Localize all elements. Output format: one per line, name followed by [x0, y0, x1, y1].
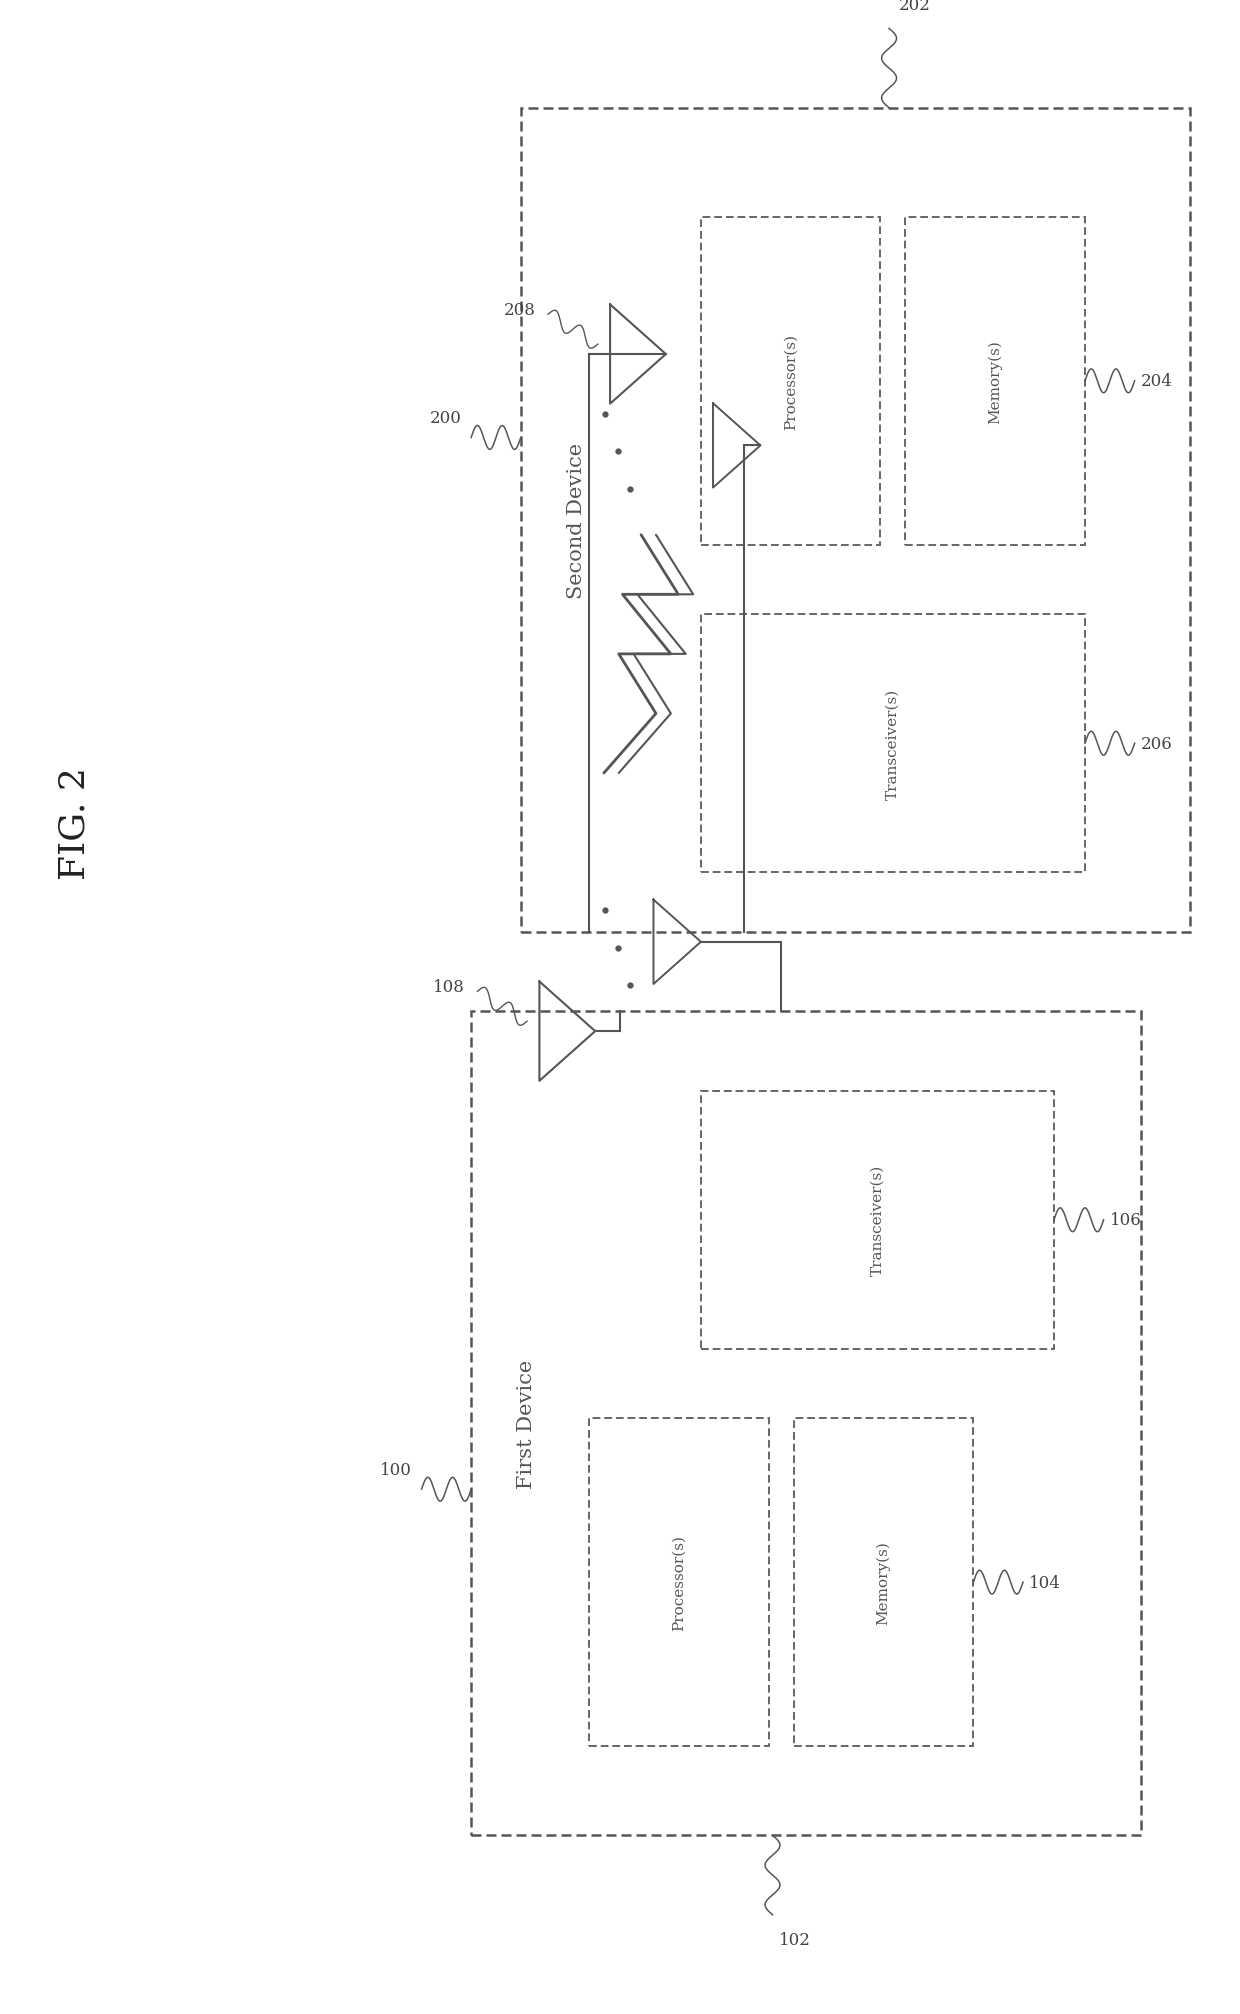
- Text: 206: 206: [1141, 735, 1173, 753]
- Bar: [589, 1418, 769, 1746]
- Text: 102: 102: [779, 1931, 811, 1948]
- Text: 204: 204: [1141, 373, 1173, 391]
- Text: Processor(s): Processor(s): [672, 1535, 686, 1629]
- Bar: [471, 1011, 1141, 1835]
- Text: 208: 208: [503, 302, 536, 318]
- Bar: [701, 614, 1085, 872]
- Text: Second Device: Second Device: [567, 443, 587, 598]
- Text: Memory(s): Memory(s): [877, 1541, 890, 1623]
- Bar: [521, 109, 1190, 932]
- Bar: [701, 218, 880, 546]
- Text: 100: 100: [379, 1460, 412, 1478]
- Text: Memory(s): Memory(s): [988, 340, 1002, 423]
- Text: 104: 104: [1029, 1573, 1061, 1591]
- Text: FIG. 2: FIG. 2: [57, 767, 92, 880]
- Text: Transceiver(s): Transceiver(s): [870, 1164, 884, 1275]
- Text: 108: 108: [433, 979, 465, 995]
- Text: 202: 202: [899, 0, 931, 14]
- Text: 106: 106: [1110, 1212, 1142, 1229]
- Bar: [794, 1418, 973, 1746]
- Bar: [701, 1092, 1054, 1349]
- Text: Transceiver(s): Transceiver(s): [885, 689, 900, 800]
- Text: 200: 200: [429, 411, 461, 427]
- Text: First Device: First Device: [517, 1359, 537, 1488]
- Text: Processor(s): Processor(s): [784, 334, 797, 429]
- Bar: [905, 218, 1085, 546]
